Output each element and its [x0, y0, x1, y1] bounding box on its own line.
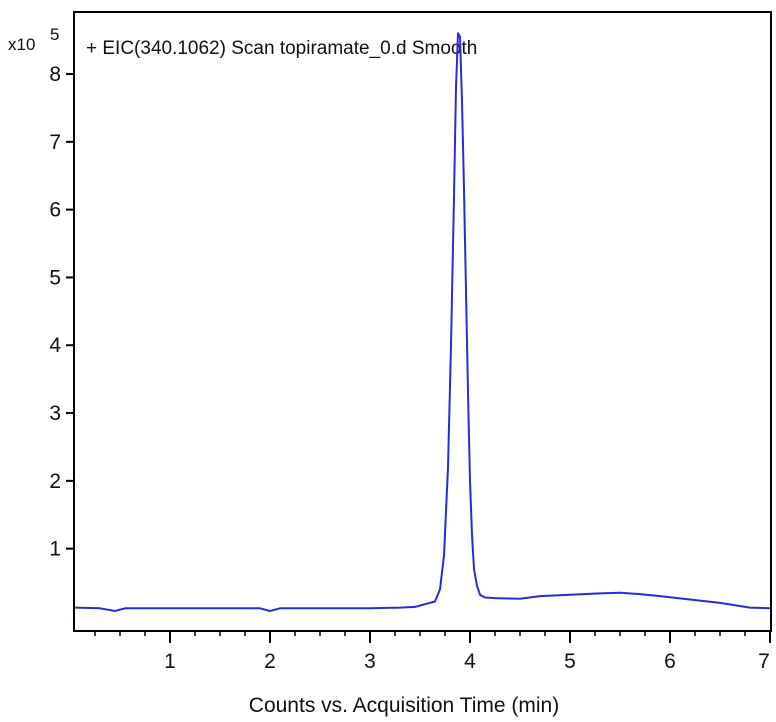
x-tick-label: 7: [758, 650, 770, 673]
x-axis: 1 2 3 4 5 6 7: [94, 631, 771, 673]
chart-title: + EIC(340.1062) Scan topiramate_0.d Smoo…: [86, 38, 477, 59]
x-tick-label: 2: [264, 650, 276, 673]
y-tick-label: 3: [49, 402, 61, 425]
y-tick-label: 6: [49, 199, 61, 222]
y-axis: 1 2 3 4 5 6 7 8: [49, 63, 74, 561]
y-tick-label: 4: [49, 334, 61, 357]
x-tick-label: 1: [164, 650, 176, 673]
series-line: [74, 32, 771, 612]
y-multiplier-exponent: 5: [50, 25, 59, 44]
y-tick-label: 5: [49, 266, 61, 289]
y-tick-label: 7: [49, 131, 61, 154]
y-tick-label: 1: [49, 538, 61, 561]
x-axis-label: Counts vs. Acquisition Time (min): [249, 694, 559, 717]
x-tick-label: 4: [464, 650, 476, 673]
plot-frame: [73, 11, 772, 632]
y-multiplier-base: x10: [8, 35, 35, 54]
y-tick-label: 2: [49, 470, 61, 493]
x-tick-label: 5: [564, 650, 576, 673]
x-tick-label: 6: [664, 650, 676, 673]
x-tick-label: 3: [364, 650, 376, 673]
y-tick-label: 8: [49, 63, 61, 86]
